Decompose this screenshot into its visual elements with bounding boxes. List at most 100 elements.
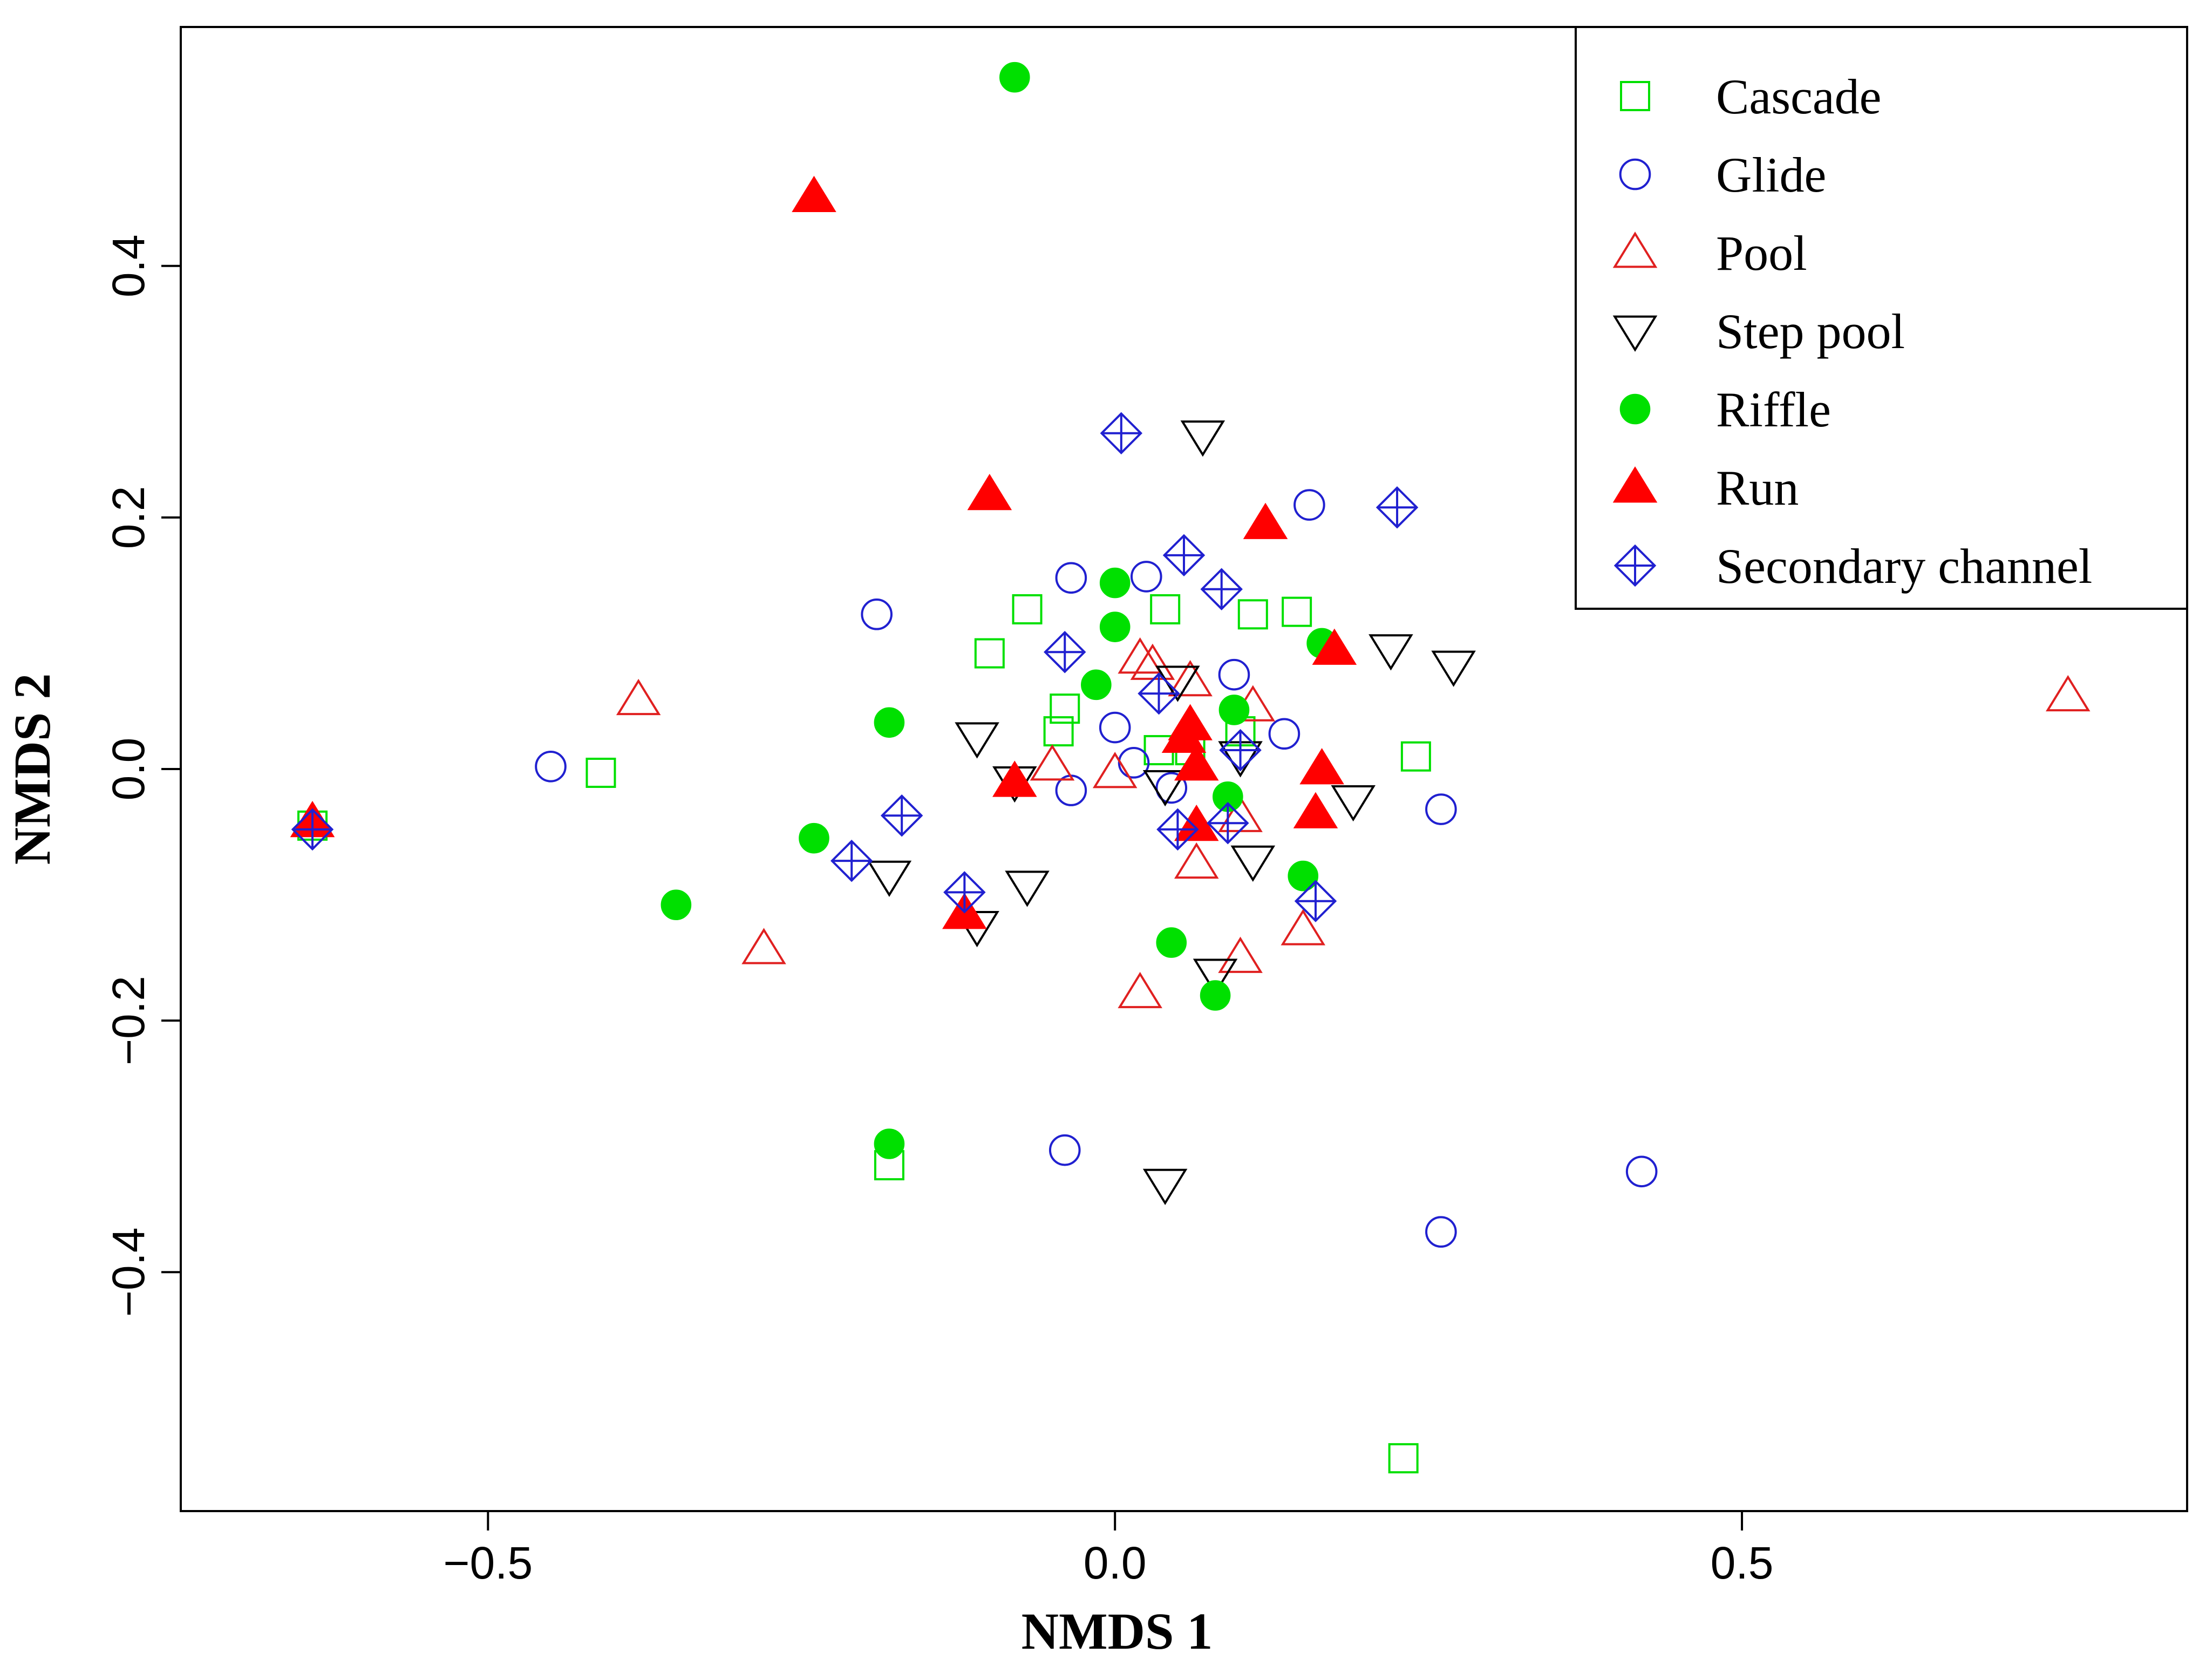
point-secondary-channel (291, 808, 334, 851)
point-riffle (874, 1128, 905, 1159)
point-run (1243, 502, 1288, 539)
legend-label-cascade: Cascade (1716, 69, 1882, 124)
y-tick-label: 0.4 (103, 234, 154, 297)
point-glide (1048, 1134, 1081, 1166)
series-riffle (661, 62, 1337, 1159)
legend-entry-step-pool: Step pool (1612, 304, 1905, 359)
legend-marker-cascade (1620, 81, 1650, 111)
point-secondary-channel (943, 871, 986, 914)
point-secondary-channel (1162, 534, 1206, 577)
point-secondary-channel (1219, 729, 1262, 772)
point-glide (1099, 711, 1131, 744)
point-step-pool (1431, 650, 1476, 687)
point-step-pool (1368, 634, 1413, 671)
point-pool (1092, 752, 1138, 788)
series-glide (535, 489, 1658, 1248)
point-run (967, 474, 1012, 511)
point-secondary-channel (1044, 631, 1086, 674)
point-run (1293, 792, 1338, 828)
point-run (1312, 628, 1357, 665)
point-secondary-channel (1200, 568, 1243, 610)
legend-label-secondary-channel: Secondary channel (1716, 539, 2092, 594)
point-secondary-channel (880, 794, 923, 837)
point-riffle (661, 889, 692, 920)
point-glide (1155, 772, 1188, 804)
point-run (1174, 804, 1219, 841)
point-secondary-channel (1156, 808, 1199, 851)
legend-label-pool: Pool (1716, 226, 1807, 281)
point-glide (1130, 561, 1162, 593)
point-step-pool (1230, 845, 1276, 882)
x-tick-label: 0.0 (1084, 1538, 1147, 1588)
point-glide (1293, 489, 1325, 521)
point-glide (1425, 793, 1457, 825)
point-riffle (799, 822, 829, 854)
x-tick-label: 0.5 (1711, 1538, 1774, 1588)
legend-entry-cascade: Cascade (1620, 69, 1882, 124)
point-riffle (1081, 669, 1112, 700)
legend-marker-run (1612, 466, 1658, 503)
legend-label-riffle: Riffle (1716, 382, 1831, 437)
y-tick-label: −0.2 (103, 976, 154, 1065)
series-run (290, 175, 1357, 929)
point-run (1299, 748, 1344, 785)
series-secondary-channel (291, 412, 1419, 922)
legend-box (1575, 26, 2188, 610)
point-glide (1625, 1155, 1658, 1188)
point-glide (535, 751, 567, 783)
point-riffle (874, 707, 905, 738)
legend-marker-pool (1612, 232, 1658, 268)
point-step-pool (955, 722, 999, 759)
y-tick-label: 0.2 (103, 486, 154, 549)
legend-label-run: Run (1716, 460, 1799, 515)
point-cascade (1050, 693, 1080, 724)
point-cascade (1282, 596, 1312, 627)
point-secondary-channel (1100, 412, 1143, 454)
point-cascade (1388, 1443, 1419, 1474)
legend-entry-run: Run (1612, 460, 1799, 515)
point-step-pool (1331, 785, 1376, 822)
point-pool (741, 928, 786, 964)
point-secondary-channel (1138, 672, 1180, 715)
legend-entry-riffle: Riffle (1619, 382, 1831, 437)
point-cascade (1400, 741, 1431, 772)
point-cascade (1012, 594, 1043, 625)
y-axis-label: NMDS 2 (3, 674, 61, 865)
y-tick-label: −0.4 (103, 1227, 154, 1317)
point-step-pool (1180, 420, 1225, 457)
point-secondary-channel (1376, 486, 1419, 529)
point-cascade (585, 757, 616, 788)
point-pool (1168, 659, 1213, 697)
point-cascade (1150, 594, 1181, 625)
point-glide (1055, 562, 1087, 594)
point-glide (1268, 718, 1301, 750)
point-run (792, 175, 836, 212)
point-pool (2045, 675, 2091, 712)
legend-marker-riffle (1619, 393, 1651, 425)
point-riffle (999, 62, 1030, 93)
point-riffle (1156, 927, 1187, 958)
point-riffle (1099, 611, 1131, 642)
point-pool (1218, 936, 1263, 973)
point-pool (1281, 909, 1326, 946)
point-pool (1174, 842, 1219, 879)
legend-label-step-pool: Step pool (1716, 304, 1905, 359)
x-axis-label: NMDS 1 (1022, 1602, 1213, 1660)
point-cascade (1237, 599, 1268, 630)
point-glide (1118, 747, 1150, 779)
point-riffle (1288, 860, 1319, 892)
legend-marker-step-pool (1612, 315, 1658, 352)
legend-marker-secondary-channel (1613, 544, 1657, 587)
point-step-pool (1005, 870, 1050, 907)
y-tick-label: 0.0 (103, 738, 154, 801)
plot-marks (290, 62, 2091, 1474)
legend-marker-glide (1619, 158, 1651, 191)
point-step-pool (1142, 1168, 1188, 1205)
point-pool (1030, 744, 1075, 781)
point-cascade (1043, 716, 1074, 747)
point-run (1161, 716, 1207, 753)
point-step-pool (1193, 958, 1238, 995)
legend: Cascade Glide Pool Step pool Riffle Run Second… (1575, 26, 2188, 610)
point-step-pool (867, 860, 912, 897)
